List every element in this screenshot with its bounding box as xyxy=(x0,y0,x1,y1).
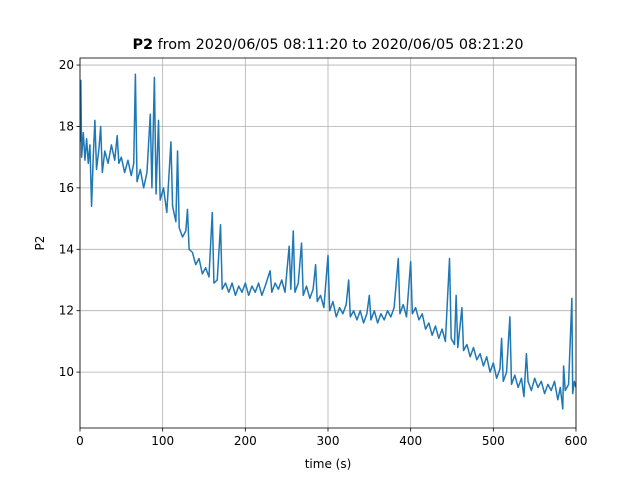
x-tick-label: 0 xyxy=(76,434,84,448)
title-bold: P2 xyxy=(132,37,153,53)
data-line xyxy=(80,73,576,410)
y-tick-label: 10 xyxy=(59,365,74,379)
y-axis-label: P2 xyxy=(33,236,47,251)
y-tick-label: 16 xyxy=(59,181,74,195)
y-tick-label: 14 xyxy=(59,242,74,256)
x-axis-label: time (s) xyxy=(305,457,352,471)
x-tick-label: 300 xyxy=(317,434,340,448)
y-tick-label: 18 xyxy=(59,119,74,133)
title-rest: from 2020/06/05 08:11:20 to 2020/06/05 0… xyxy=(158,37,524,53)
y-tick-label: 20 xyxy=(59,58,74,72)
chart-title: P2 from 2020/06/05 08:11:20 to 2020/06/0… xyxy=(132,37,523,53)
plot-frame xyxy=(79,57,577,429)
x-tick-label: 600 xyxy=(565,434,588,448)
x-tick-label: 400 xyxy=(399,434,422,448)
x-tick-label: 100 xyxy=(151,434,174,448)
x-tick-label: 500 xyxy=(482,434,505,448)
y-tick-label: 12 xyxy=(59,304,74,318)
x-tick-label: 200 xyxy=(234,434,257,448)
